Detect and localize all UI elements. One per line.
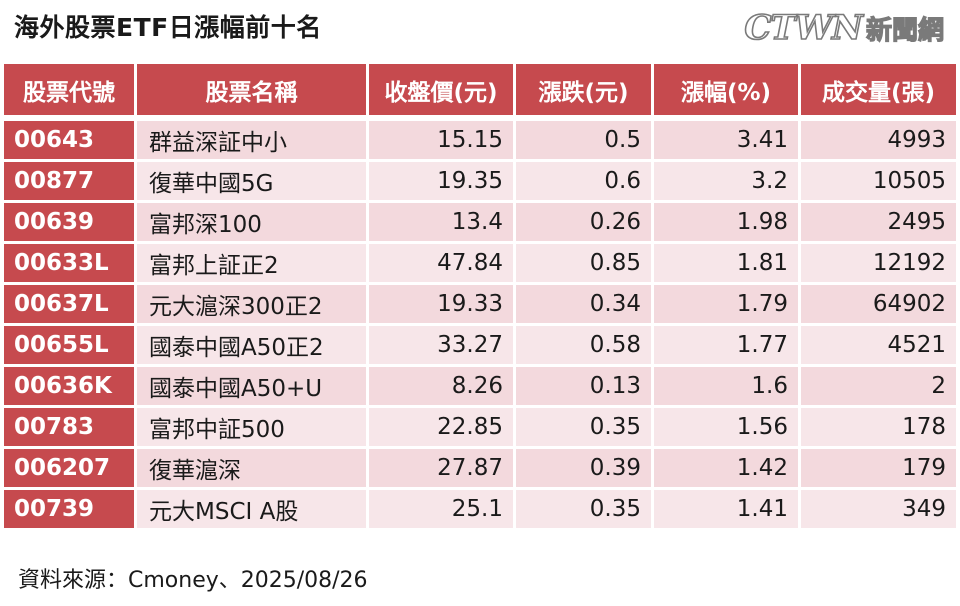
source-note: 資料來源：Cmoney、2025/08/26 (18, 568, 368, 593)
stock-code-cell: 00655L (4, 326, 137, 367)
close-price-cell: 8.26 (369, 367, 516, 408)
table-row: 00643 群益深証中小 15.15 0.5 3.41 4993 (4, 121, 956, 162)
stock-name-cell: 富邦上証正2 (137, 244, 369, 285)
table-row: 00877 復華中國5G 19.35 0.6 3.2 10505 (4, 162, 956, 203)
change-percent-cell: 1.79 (654, 285, 801, 326)
table-row: 00636K 國泰中國A50+U 8.26 0.13 1.6 2 (4, 367, 956, 408)
stock-name-cell: 復華滬深 (137, 449, 369, 490)
stock-code-cell: 00637L (4, 285, 137, 326)
logo-text: 新聞網 (865, 15, 944, 46)
change-cell: 0.6 (516, 162, 654, 203)
volume-cell: 2495 (801, 203, 956, 244)
table-row: 00783 富邦中証500 22.85 0.35 1.56 178 (4, 408, 956, 449)
table-row: 006207 復華滬深 27.87 0.39 1.42 179 (4, 449, 956, 490)
change-percent-cell: 3.41 (654, 121, 801, 162)
logo-mark: CTWN (744, 7, 864, 49)
change-percent-cell: 3.2 (654, 162, 801, 203)
stock-code-cell: 00877 (4, 162, 137, 203)
stock-name-cell: 富邦中証500 (137, 408, 369, 449)
volume-cell: 4521 (801, 326, 956, 367)
volume-cell: 64902 (801, 285, 956, 326)
table-body: 00643 群益深証中小 15.15 0.5 3.41 4993 00877 復華中國5G 19… (4, 121, 956, 531)
close-price-cell: 33.27 (369, 326, 516, 367)
volume-cell: 349 (801, 490, 956, 531)
change-percent-cell: 1.77 (654, 326, 801, 367)
close-price-cell: 13.4 (369, 203, 516, 244)
header-stock-name: 股票名稱 (137, 64, 369, 115)
close-price-cell: 47.84 (369, 244, 516, 285)
close-price-cell: 19.33 (369, 285, 516, 326)
change-percent-cell: 1.6 (654, 367, 801, 408)
stock-name-cell: 元大MSCI A股 (137, 490, 369, 531)
volume-cell: 4993 (801, 121, 956, 162)
change-cell: 0.85 (516, 244, 654, 285)
table-row: 00639 富邦深100 13.4 0.26 1.98 2495 (4, 203, 956, 244)
change-percent-cell: 1.56 (654, 408, 801, 449)
etf-ranking-table: 股票代號 股票名稱 收盤價(元) 漲跌(元) 漲幅(%) 成交量(張) 0064… (4, 64, 956, 531)
change-percent-cell: 1.41 (654, 490, 801, 531)
stock-name-cell: 國泰中國A50+U (137, 367, 369, 408)
change-cell: 0.26 (516, 203, 654, 244)
change-cell: 0.35 (516, 490, 654, 531)
stock-code-cell: 00739 (4, 490, 137, 531)
stock-name-cell: 元大滬深300正2 (137, 285, 369, 326)
table-header-row: 股票代號 股票名稱 收盤價(元) 漲跌(元) 漲幅(%) 成交量(張) (4, 64, 956, 115)
stock-code-cell: 00633L (4, 244, 137, 285)
volume-cell: 12192 (801, 244, 956, 285)
stock-code-cell: 00643 (4, 121, 137, 162)
stock-code-cell: 006207 (4, 449, 137, 490)
change-cell: 0.5 (516, 121, 654, 162)
volume-cell: 10505 (801, 162, 956, 203)
close-price-cell: 25.1 (369, 490, 516, 531)
table-row: 00655L 國泰中國A50正2 33.27 0.58 1.77 4521 (4, 326, 956, 367)
stock-name-cell: 國泰中國A50正2 (137, 326, 369, 367)
volume-cell: 178 (801, 408, 956, 449)
volume-cell: 2 (801, 367, 956, 408)
change-cell: 0.39 (516, 449, 654, 490)
change-percent-cell: 1.42 (654, 449, 801, 490)
header-volume: 成交量(張) (801, 64, 956, 115)
stock-code-cell: 00639 (4, 203, 137, 244)
change-cell: 0.58 (516, 326, 654, 367)
close-price-cell: 27.87 (369, 449, 516, 490)
ctwant-logo: CTWN 新聞網 (744, 6, 945, 50)
header-close-price: 收盤價(元) (369, 64, 516, 115)
stock-name-cell: 富邦深100 (137, 203, 369, 244)
header-change-percent: 漲幅(%) (654, 64, 801, 115)
close-price-cell: 22.85 (369, 408, 516, 449)
change-cell: 0.35 (516, 408, 654, 449)
page-title: 海外股票ETF日漲幅前十名 (14, 13, 322, 42)
close-price-cell: 19.35 (369, 162, 516, 203)
stock-code-cell: 00783 (4, 408, 137, 449)
change-cell: 0.13 (516, 367, 654, 408)
stock-code-cell: 00636K (4, 367, 137, 408)
change-percent-cell: 1.98 (654, 203, 801, 244)
table-row: 00739 元大MSCI A股 25.1 0.35 1.41 349 (4, 490, 956, 531)
header-change: 漲跌(元) (516, 64, 654, 115)
stock-name-cell: 群益深証中小 (137, 121, 369, 162)
change-cell: 0.34 (516, 285, 654, 326)
table-row: 00637L 元大滬深300正2 19.33 0.34 1.79 64902 (4, 285, 956, 326)
header-stock-code: 股票代號 (4, 64, 137, 115)
close-price-cell: 15.15 (369, 121, 516, 162)
volume-cell: 179 (801, 449, 956, 490)
stock-name-cell: 復華中國5G (137, 162, 369, 203)
change-percent-cell: 1.81 (654, 244, 801, 285)
table-row: 00633L 富邦上証正2 47.84 0.85 1.81 12192 (4, 244, 956, 285)
